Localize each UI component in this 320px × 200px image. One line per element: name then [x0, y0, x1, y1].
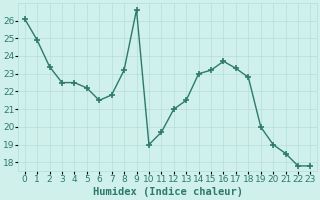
X-axis label: Humidex (Indice chaleur): Humidex (Indice chaleur) — [92, 187, 243, 197]
